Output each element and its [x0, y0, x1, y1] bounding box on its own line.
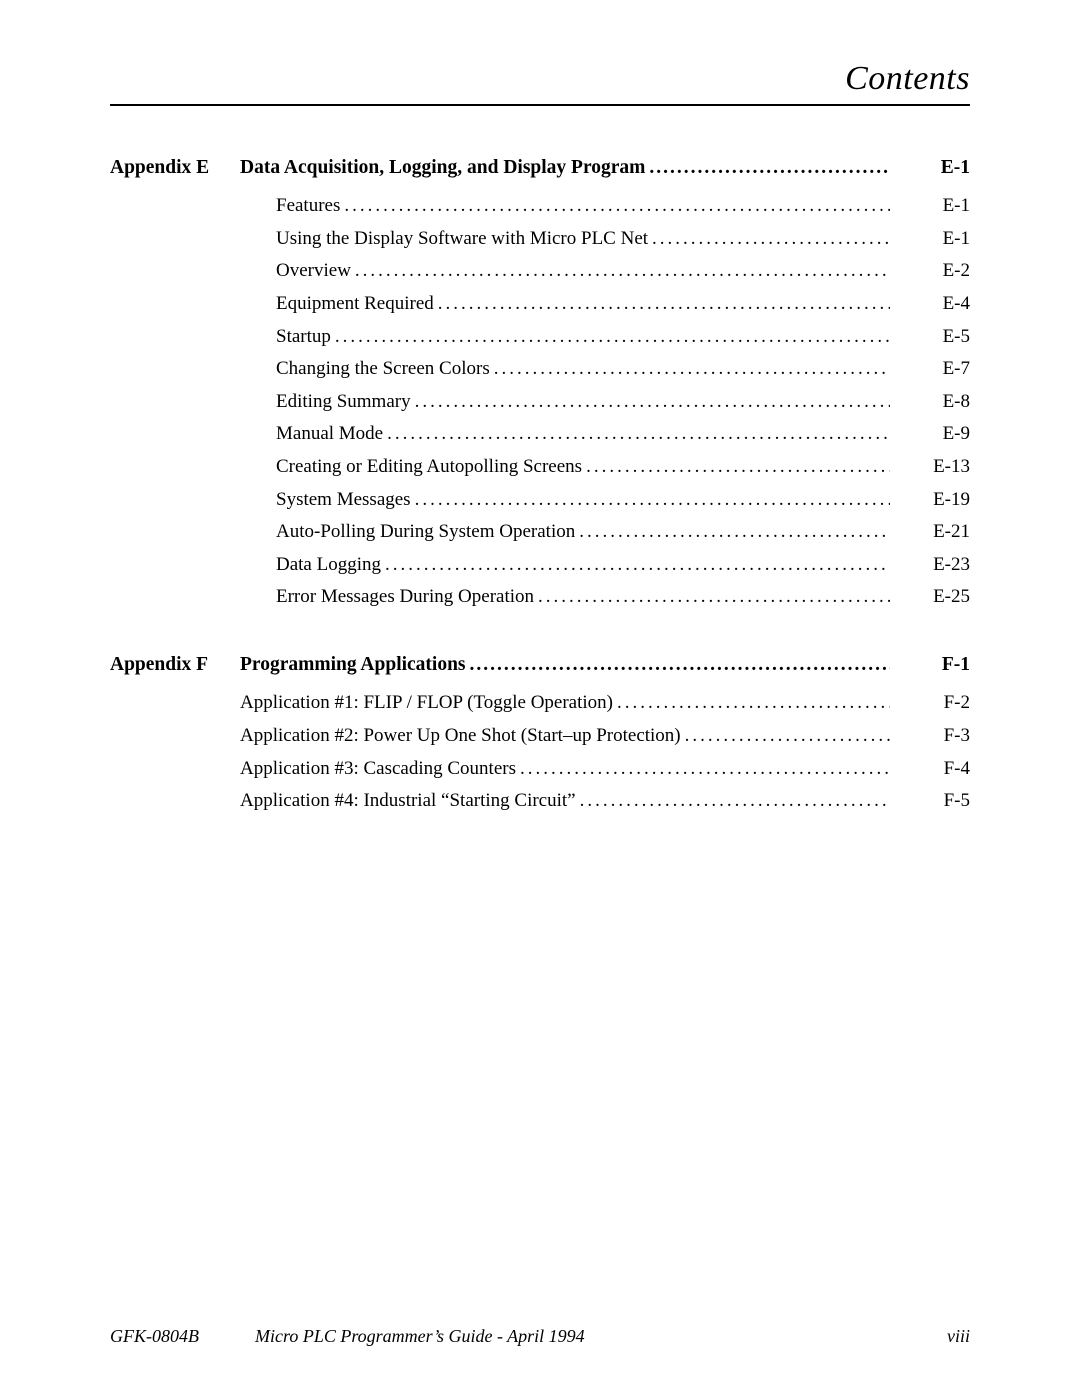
toc-entry-page: F-4 — [890, 756, 970, 783]
toc-entry-page: E-4 — [890, 291, 970, 318]
toc-entry-title: Auto-Polling During System Operation — [240, 519, 579, 546]
toc-entry-title: Editing Summary — [240, 389, 415, 416]
toc-leader-dots: ........................................… — [685, 723, 890, 750]
page-footer: GFK-0804B Micro PLC Programmer’s Guide -… — [110, 1326, 970, 1347]
toc-entry-title: Application #3: Cascading Counters — [240, 756, 520, 783]
toc-leader-dots: ........................................… — [438, 291, 890, 318]
toc-entry-title: Application #2: Power Up One Shot (Start… — [240, 723, 685, 750]
toc-section-page: F-1 — [890, 651, 970, 678]
toc-leader-dots: ........................................… — [580, 788, 890, 815]
toc-entry: Application #2: Power Up One Shot (Start… — [110, 723, 970, 750]
toc-entry: Using the Display Software with Micro PL… — [110, 226, 970, 253]
toc-entry: Application #3: Cascading Counters......… — [110, 756, 970, 783]
toc-entry-page: E-2 — [890, 258, 970, 285]
toc-leader-dots: ........................................… — [344, 193, 890, 220]
toc-entry-title: Features — [240, 193, 344, 220]
toc-section-label: Appendix E — [110, 154, 240, 181]
toc-leader-dots: ........................................… — [385, 552, 890, 579]
toc-section: Appendix EData Acquisition, Logging, and… — [110, 154, 970, 611]
toc-entry-page: E-21 — [890, 519, 970, 546]
toc-section: Appendix FProgramming Applications......… — [110, 651, 970, 815]
toc-entry-page: E-19 — [890, 487, 970, 514]
toc-entry: Equipment Required......................… — [110, 291, 970, 318]
toc-leader-dots: ........................................… — [538, 584, 890, 611]
toc-entry-page: E-5 — [890, 324, 970, 351]
toc-section-title: Programming Applications — [240, 651, 470, 678]
toc-leader-dots: ........................................… — [387, 421, 890, 448]
toc-entry-title: Startup — [240, 324, 335, 351]
toc-entry-page: E-1 — [890, 226, 970, 253]
toc-leader-dots: ........................................… — [649, 154, 890, 181]
toc-section-title: Data Acquisition, Logging, and Display P… — [240, 154, 649, 181]
toc-entry: Application #1: FLIP / FLOP (Toggle Oper… — [110, 690, 970, 717]
toc-entry-page: E-9 — [890, 421, 970, 448]
toc-entry: Error Messages During Operation.........… — [110, 584, 970, 611]
toc-section-page: E-1 — [890, 154, 970, 181]
toc-entry-title: Application #4: Industrial “Starting Cir… — [240, 788, 580, 815]
table-of-contents: Appendix EData Acquisition, Logging, and… — [110, 154, 970, 815]
toc-entry-page: E-7 — [890, 356, 970, 383]
page-header-title: Contents — [110, 60, 970, 106]
toc-entry-page: E-13 — [890, 454, 970, 481]
toc-entry: Features................................… — [110, 193, 970, 220]
toc-entry-title: Data Logging — [240, 552, 385, 579]
toc-entry: Auto-Polling During System Operation....… — [110, 519, 970, 546]
toc-entry: Data Logging............................… — [110, 552, 970, 579]
toc-entry: Creating or Editing Autopolling Screens.… — [110, 454, 970, 481]
toc-entry-title: Creating or Editing Autopolling Screens — [240, 454, 586, 481]
toc-section-heading: Appendix FProgramming Applications......… — [110, 651, 970, 678]
toc-section-label: Appendix F — [110, 651, 240, 678]
toc-entry-page: E-1 — [890, 193, 970, 220]
toc-entry-title: Manual Mode — [240, 421, 387, 448]
toc-leader-dots: ........................................… — [494, 356, 890, 383]
toc-entry-page: E-8 — [890, 389, 970, 416]
toc-section-heading: Appendix EData Acquisition, Logging, and… — [110, 154, 970, 181]
toc-entry: Manual Mode.............................… — [110, 421, 970, 448]
toc-leader-dots: ........................................… — [335, 324, 890, 351]
toc-leader-dots: ........................................… — [415, 389, 890, 416]
toc-entry: Startup.................................… — [110, 324, 970, 351]
toc-leader-dots: ........................................… — [617, 690, 890, 717]
toc-entry: Overview................................… — [110, 258, 970, 285]
toc-entry-title: Error Messages During Operation — [240, 584, 538, 611]
toc-leader-dots: ........................................… — [415, 487, 890, 514]
footer-page-num: viii — [947, 1326, 970, 1347]
toc-leader-dots: ........................................… — [652, 226, 890, 253]
toc-entry-page: F-3 — [890, 723, 970, 750]
toc-leader-dots: ........................................… — [586, 454, 890, 481]
toc-entry-title: Using the Display Software with Micro PL… — [240, 226, 652, 253]
footer-doc-title: Micro PLC Programmer’s Guide - April 199… — [255, 1326, 947, 1347]
toc-entry-page: F-2 — [890, 690, 970, 717]
toc-entry: Application #4: Industrial “Starting Cir… — [110, 788, 970, 815]
toc-entry: Changing the Screen Colors..............… — [110, 356, 970, 383]
toc-leader-dots: ........................................… — [355, 258, 890, 285]
toc-entry-title: Overview — [240, 258, 355, 285]
toc-entry-page: E-25 — [890, 584, 970, 611]
toc-entry: System Messages.........................… — [110, 487, 970, 514]
toc-entry-title: Equipment Required — [240, 291, 438, 318]
toc-leader-dots: ........................................… — [520, 756, 890, 783]
toc-leader-dots: ........................................… — [470, 651, 890, 678]
toc-entry: Editing Summary.........................… — [110, 389, 970, 416]
page: Contents Appendix EData Acquisition, Log… — [0, 0, 1080, 1397]
toc-leader-dots: ........................................… — [579, 519, 890, 546]
toc-entry-title: Changing the Screen Colors — [240, 356, 494, 383]
toc-entry-title: System Messages — [240, 487, 415, 514]
toc-entry-title: Application #1: FLIP / FLOP (Toggle Oper… — [240, 690, 617, 717]
toc-entry-page: E-23 — [890, 552, 970, 579]
footer-doc-id: GFK-0804B — [110, 1326, 255, 1347]
toc-entry-page: F-5 — [890, 788, 970, 815]
